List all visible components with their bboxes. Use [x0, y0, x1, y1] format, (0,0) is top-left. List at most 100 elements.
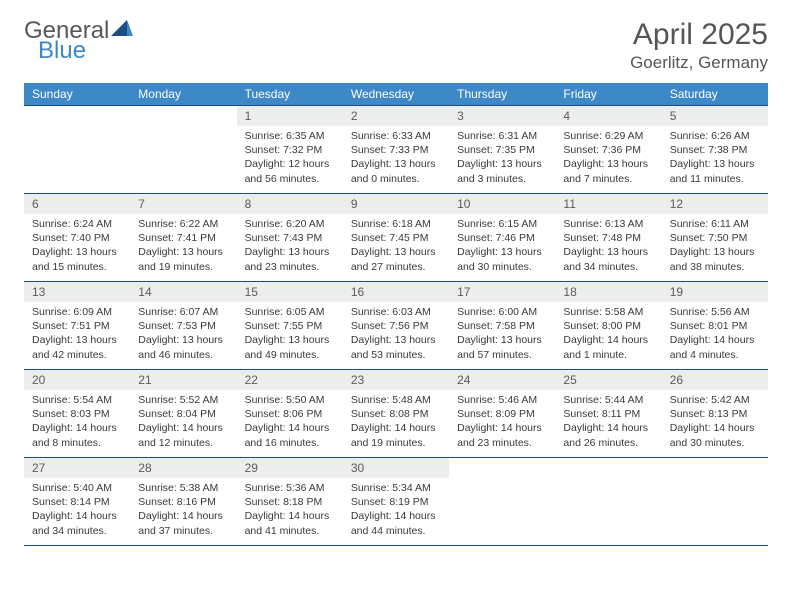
day-details: Sunrise: 5:38 AMSunset: 8:16 PMDaylight:…: [130, 478, 236, 544]
calendar-day-cell: ..: [449, 458, 555, 546]
day-number: 23: [343, 370, 449, 390]
calendar-day-cell: 5Sunrise: 6:26 AMSunset: 7:38 PMDaylight…: [662, 106, 768, 194]
calendar-day-cell: 26Sunrise: 5:42 AMSunset: 8:13 PMDayligh…: [662, 370, 768, 458]
calendar-week-row: 6Sunrise: 6:24 AMSunset: 7:40 PMDaylight…: [24, 194, 768, 282]
calendar-day-cell: 10Sunrise: 6:15 AMSunset: 7:46 PMDayligh…: [449, 194, 555, 282]
day-details: Sunrise: 6:29 AMSunset: 7:36 PMDaylight:…: [555, 126, 661, 192]
calendar-day-cell: ..: [555, 458, 661, 546]
weekday-header: Friday: [555, 83, 661, 106]
day-details: Sunrise: 5:44 AMSunset: 8:11 PMDaylight:…: [555, 390, 661, 456]
day-number: 4: [555, 106, 661, 126]
day-details: Sunrise: 6:05 AMSunset: 7:55 PMDaylight:…: [237, 302, 343, 368]
day-details: Sunrise: 6:15 AMSunset: 7:46 PMDaylight:…: [449, 214, 555, 280]
page-header: General Blue April 2025 Goerlitz, German…: [24, 18, 768, 73]
title-month: April 2025: [630, 18, 768, 51]
day-details: Sunrise: 5:34 AMSunset: 8:19 PMDaylight:…: [343, 478, 449, 544]
calendar-day-cell: 16Sunrise: 6:03 AMSunset: 7:56 PMDayligh…: [343, 282, 449, 370]
day-number: 30: [343, 458, 449, 478]
calendar-day-cell: 22Sunrise: 5:50 AMSunset: 8:06 PMDayligh…: [237, 370, 343, 458]
calendar-day-cell: 18Sunrise: 5:58 AMSunset: 8:00 PMDayligh…: [555, 282, 661, 370]
day-details: Sunrise: 5:42 AMSunset: 8:13 PMDaylight:…: [662, 390, 768, 456]
day-number: 7: [130, 194, 236, 214]
weekday-header: Sunday: [24, 83, 130, 106]
day-details: Sunrise: 6:03 AMSunset: 7:56 PMDaylight:…: [343, 302, 449, 368]
day-details: Sunrise: 5:36 AMSunset: 8:18 PMDaylight:…: [237, 478, 343, 544]
day-number: 14: [130, 282, 236, 302]
calendar-day-cell: 20Sunrise: 5:54 AMSunset: 8:03 PMDayligh…: [24, 370, 130, 458]
day-number: 27: [24, 458, 130, 478]
calendar-week-row: ....1Sunrise: 6:35 AMSunset: 7:32 PMDayl…: [24, 106, 768, 194]
calendar-day-cell: 27Sunrise: 5:40 AMSunset: 8:14 PMDayligh…: [24, 458, 130, 546]
brand-logo: General Blue: [24, 18, 133, 63]
calendar-day-cell: 29Sunrise: 5:36 AMSunset: 8:18 PMDayligh…: [237, 458, 343, 546]
calendar-day-cell: 2Sunrise: 6:33 AMSunset: 7:33 PMDaylight…: [343, 106, 449, 194]
calendar-day-cell: 9Sunrise: 6:18 AMSunset: 7:45 PMDaylight…: [343, 194, 449, 282]
calendar-day-cell: 3Sunrise: 6:31 AMSunset: 7:35 PMDaylight…: [449, 106, 555, 194]
day-number: 11: [555, 194, 661, 214]
day-details: Sunrise: 6:31 AMSunset: 7:35 PMDaylight:…: [449, 126, 555, 192]
day-number: 26: [662, 370, 768, 390]
calendar-week-row: 27Sunrise: 5:40 AMSunset: 8:14 PMDayligh…: [24, 458, 768, 546]
calendar-day-cell: 12Sunrise: 6:11 AMSunset: 7:50 PMDayligh…: [662, 194, 768, 282]
day-details: Sunrise: 5:54 AMSunset: 8:03 PMDaylight:…: [24, 390, 130, 456]
calendar-body: ....1Sunrise: 6:35 AMSunset: 7:32 PMDayl…: [24, 106, 768, 546]
calendar-day-cell: 13Sunrise: 6:09 AMSunset: 7:51 PMDayligh…: [24, 282, 130, 370]
day-details: Sunrise: 6:22 AMSunset: 7:41 PMDaylight:…: [130, 214, 236, 280]
day-number: 5: [662, 106, 768, 126]
day-details: Sunrise: 6:07 AMSunset: 7:53 PMDaylight:…: [130, 302, 236, 368]
weekday-header: Monday: [130, 83, 236, 106]
day-number: 19: [662, 282, 768, 302]
calendar-day-cell: 30Sunrise: 5:34 AMSunset: 8:19 PMDayligh…: [343, 458, 449, 546]
calendar-day-cell: 6Sunrise: 6:24 AMSunset: 7:40 PMDaylight…: [24, 194, 130, 282]
calendar-day-cell: 1Sunrise: 6:35 AMSunset: 7:32 PMDaylight…: [237, 106, 343, 194]
day-number: 20: [24, 370, 130, 390]
day-number: 18: [555, 282, 661, 302]
day-number: 16: [343, 282, 449, 302]
weekday-header: Thursday: [449, 83, 555, 106]
calendar-day-cell: ..: [130, 106, 236, 194]
calendar-day-cell: 24Sunrise: 5:46 AMSunset: 8:09 PMDayligh…: [449, 370, 555, 458]
day-number: 13: [24, 282, 130, 302]
day-number: 6: [24, 194, 130, 214]
title-block: April 2025 Goerlitz, Germany: [630, 18, 768, 73]
day-number: 8: [237, 194, 343, 214]
day-details: Sunrise: 6:24 AMSunset: 7:40 PMDaylight:…: [24, 214, 130, 280]
calendar-day-cell: 14Sunrise: 6:07 AMSunset: 7:53 PMDayligh…: [130, 282, 236, 370]
brand-word2: Blue: [38, 39, 133, 63]
day-details: Sunrise: 6:11 AMSunset: 7:50 PMDaylight:…: [662, 214, 768, 280]
weekday-header-row: SundayMondayTuesdayWednesdayThursdayFrid…: [24, 83, 768, 106]
day-number: 9: [343, 194, 449, 214]
calendar-day-cell: 4Sunrise: 6:29 AMSunset: 7:36 PMDaylight…: [555, 106, 661, 194]
calendar-day-cell: 25Sunrise: 5:44 AMSunset: 8:11 PMDayligh…: [555, 370, 661, 458]
day-details: Sunrise: 5:48 AMSunset: 8:08 PMDaylight:…: [343, 390, 449, 456]
calendar-day-cell: ..: [24, 106, 130, 194]
calendar-day-cell: 11Sunrise: 6:13 AMSunset: 7:48 PMDayligh…: [555, 194, 661, 282]
day-details: Sunrise: 5:56 AMSunset: 8:01 PMDaylight:…: [662, 302, 768, 368]
calendar-week-row: 13Sunrise: 6:09 AMSunset: 7:51 PMDayligh…: [24, 282, 768, 370]
day-details: Sunrise: 5:58 AMSunset: 8:00 PMDaylight:…: [555, 302, 661, 368]
day-details: Sunrise: 6:35 AMSunset: 7:32 PMDaylight:…: [237, 126, 343, 192]
calendar-day-cell: 8Sunrise: 6:20 AMSunset: 7:43 PMDaylight…: [237, 194, 343, 282]
day-number: 2: [343, 106, 449, 126]
day-number: 29: [237, 458, 343, 478]
weekday-header: Saturday: [662, 83, 768, 106]
calendar-day-cell: 23Sunrise: 5:48 AMSunset: 8:08 PMDayligh…: [343, 370, 449, 458]
calendar-day-cell: 21Sunrise: 5:52 AMSunset: 8:04 PMDayligh…: [130, 370, 236, 458]
calendar-day-cell: 19Sunrise: 5:56 AMSunset: 8:01 PMDayligh…: [662, 282, 768, 370]
calendar-page: General Blue April 2025 Goerlitz, German…: [0, 0, 792, 546]
day-number: 12: [662, 194, 768, 214]
calendar-day-cell: 17Sunrise: 6:00 AMSunset: 7:58 PMDayligh…: [449, 282, 555, 370]
day-number: 28: [130, 458, 236, 478]
day-number: 15: [237, 282, 343, 302]
day-number: 17: [449, 282, 555, 302]
day-details: Sunrise: 5:46 AMSunset: 8:09 PMDaylight:…: [449, 390, 555, 456]
day-details: Sunrise: 6:18 AMSunset: 7:45 PMDaylight:…: [343, 214, 449, 280]
calendar-week-row: 20Sunrise: 5:54 AMSunset: 8:03 PMDayligh…: [24, 370, 768, 458]
day-details: Sunrise: 6:13 AMSunset: 7:48 PMDaylight:…: [555, 214, 661, 280]
day-number: 3: [449, 106, 555, 126]
day-number: 24: [449, 370, 555, 390]
calendar-day-cell: 7Sunrise: 6:22 AMSunset: 7:41 PMDaylight…: [130, 194, 236, 282]
day-number: 21: [130, 370, 236, 390]
day-details: Sunrise: 5:40 AMSunset: 8:14 PMDaylight:…: [24, 478, 130, 544]
weekday-header: Tuesday: [237, 83, 343, 106]
